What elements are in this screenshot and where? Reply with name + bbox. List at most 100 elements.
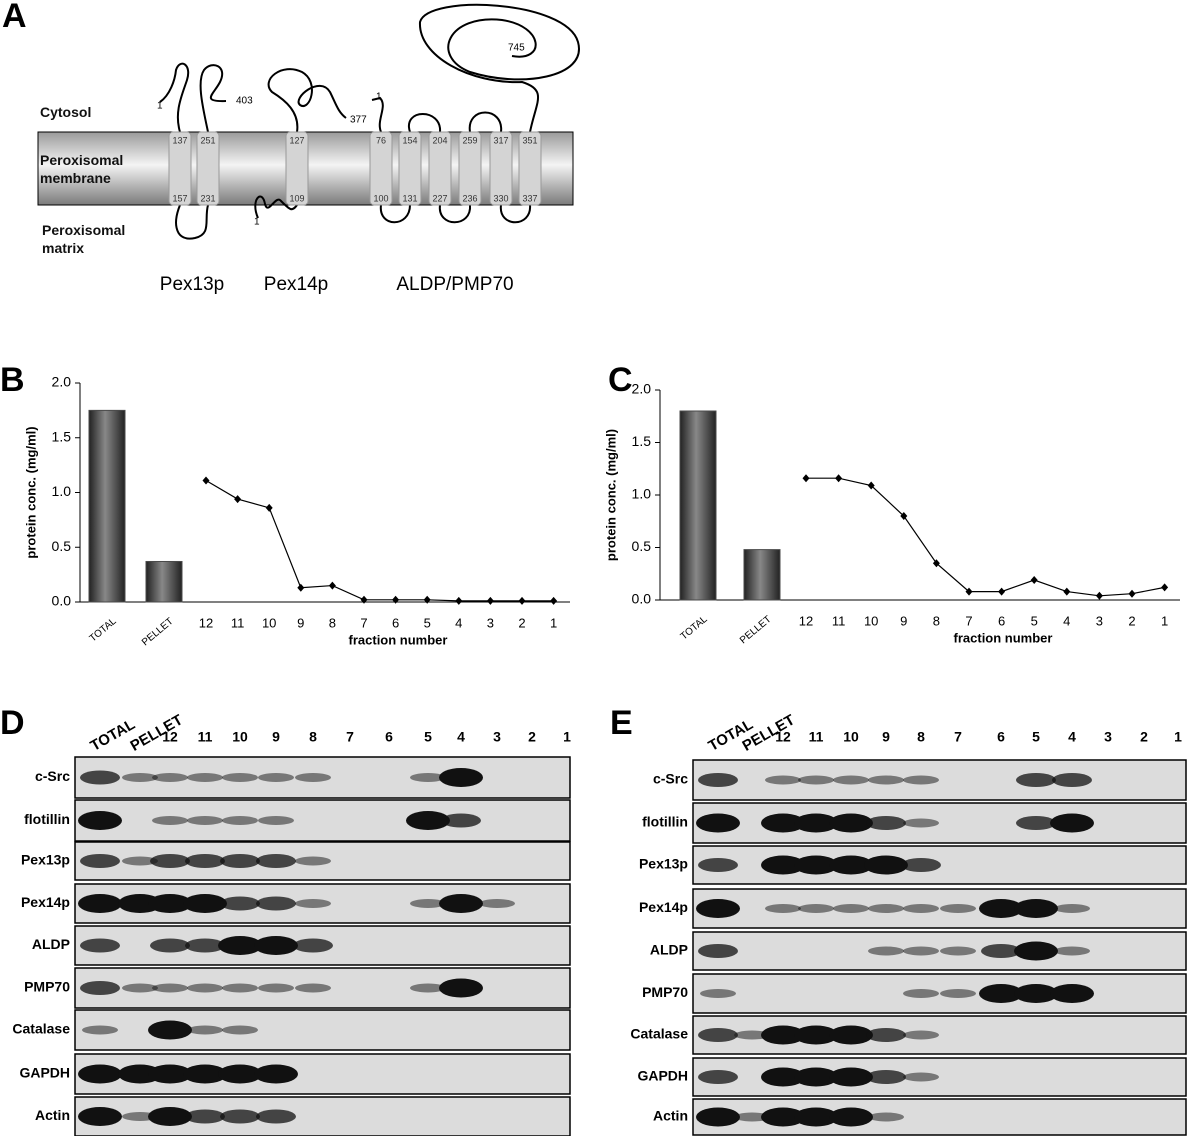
band	[293, 938, 333, 953]
helix	[489, 131, 513, 206]
blot-strip	[692, 973, 1187, 1014]
band	[439, 768, 483, 787]
band	[833, 904, 869, 913]
lane-label: 6	[997, 729, 1005, 745]
x-tick-label: 7	[360, 615, 367, 630]
band	[222, 816, 258, 825]
band	[410, 899, 446, 908]
band	[122, 773, 158, 782]
band	[979, 984, 1023, 1003]
terminus-number: 1	[254, 217, 260, 228]
band	[441, 813, 481, 828]
band	[439, 978, 483, 998]
helix	[369, 131, 393, 206]
band	[80, 981, 120, 995]
compartment-label: Peroxisomal matrix	[42, 222, 126, 256]
band	[258, 983, 294, 993]
lane-label: 3	[493, 729, 501, 745]
x-tick-label: 12	[199, 615, 213, 630]
band	[80, 938, 120, 953]
band	[187, 816, 223, 825]
bar	[145, 560, 183, 603]
band	[185, 854, 225, 868]
band	[940, 946, 976, 956]
x-tick-label: 9	[297, 615, 304, 630]
band	[903, 946, 939, 956]
band	[1050, 813, 1094, 833]
band	[220, 896, 260, 911]
x-tick-label: 3	[1096, 613, 1103, 628]
row-label: ALDP	[32, 936, 70, 952]
band	[222, 983, 258, 993]
band	[696, 899, 740, 918]
band	[187, 773, 223, 782]
residue-number: 157	[172, 193, 187, 203]
band	[185, 938, 225, 953]
band	[479, 899, 515, 908]
band	[295, 983, 331, 993]
residue-number: 137	[172, 135, 187, 145]
band	[981, 944, 1021, 958]
band	[979, 899, 1023, 918]
residue-number: 76	[376, 135, 386, 145]
band	[696, 813, 740, 833]
x-tick-label: 4	[1063, 613, 1070, 628]
band	[150, 854, 190, 868]
band	[1014, 899, 1058, 918]
band	[187, 983, 223, 993]
band	[1014, 984, 1058, 1003]
helix	[168, 131, 192, 206]
band	[78, 1064, 122, 1084]
band	[258, 773, 294, 782]
point	[1161, 583, 1169, 592]
row-label: GAPDH	[19, 1065, 70, 1081]
band	[794, 1025, 838, 1045]
y-tick-label: 1.5	[632, 433, 652, 449]
residue-number: 317	[493, 135, 508, 145]
row-label: Actin	[35, 1107, 70, 1123]
band	[700, 989, 736, 998]
x-axis-label: fraction number	[954, 630, 1053, 645]
band	[794, 855, 838, 875]
row-label: Pex13p	[639, 856, 688, 872]
loop	[199, 64, 227, 133]
band	[765, 775, 801, 785]
row-label: Catalase	[12, 1021, 70, 1037]
row-label: Pex14p	[21, 894, 70, 910]
band	[122, 856, 158, 866]
band	[761, 1107, 805, 1127]
compartment-label: Cytosol	[40, 104, 92, 120]
lane-label: 9	[272, 729, 280, 745]
terminus-number: 403	[236, 96, 253, 107]
band	[903, 1030, 939, 1040]
panel-label: E	[610, 704, 633, 742]
residue-number: 204	[432, 135, 447, 145]
point	[234, 495, 242, 504]
residue-number: 337	[522, 193, 537, 203]
y-tick-label: 0.0	[52, 593, 72, 609]
panel-label: A	[2, 0, 27, 35]
band	[410, 773, 446, 782]
band	[1016, 773, 1056, 787]
band	[696, 1107, 740, 1127]
y-tick-label: 1.0	[52, 483, 72, 499]
row-label: PMP70	[24, 979, 70, 995]
loop	[159, 62, 190, 133]
band	[698, 773, 738, 787]
band	[148, 1107, 192, 1126]
band	[80, 854, 120, 868]
point	[932, 559, 940, 568]
point	[360, 595, 368, 604]
point	[518, 596, 526, 605]
band	[222, 773, 258, 782]
y-axis-label: protein conc. (mg/ml)	[23, 426, 38, 558]
y-tick-label: 0.5	[52, 538, 72, 554]
loop	[175, 204, 209, 240]
band	[78, 811, 122, 830]
band	[78, 1107, 122, 1126]
row-label: c-Src	[35, 768, 70, 784]
helix	[196, 131, 220, 206]
lane-label: 9	[882, 729, 890, 745]
point	[328, 581, 336, 590]
row-label: GAPDH	[637, 1068, 688, 1084]
